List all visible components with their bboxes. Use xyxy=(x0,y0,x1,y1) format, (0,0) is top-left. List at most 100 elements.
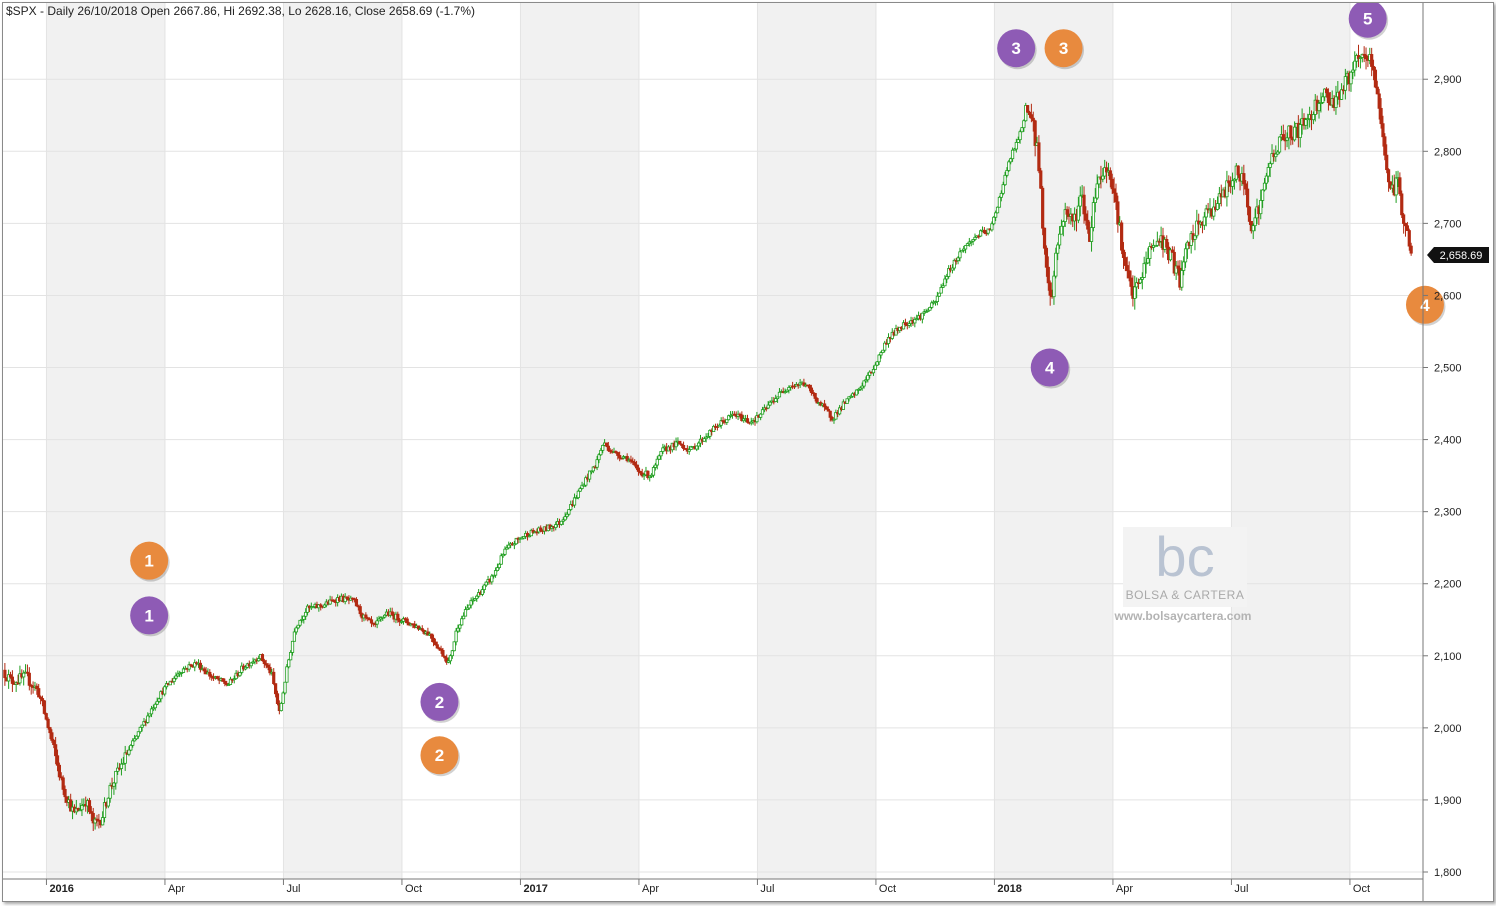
candle-body xyxy=(999,192,1003,198)
candle-body xyxy=(636,467,641,472)
candle-body xyxy=(661,447,665,452)
candle-body xyxy=(1112,188,1116,194)
wave-circle xyxy=(997,29,1036,68)
candle-body xyxy=(251,661,255,664)
candle-body xyxy=(358,606,362,615)
candle-body xyxy=(176,673,180,677)
wave-number: 1 xyxy=(144,552,153,571)
candle-body xyxy=(785,389,789,392)
wave-label-orange-4: 4 xyxy=(1405,285,1446,326)
candle-body xyxy=(1078,195,1082,207)
candle-body xyxy=(398,619,402,623)
candle-body xyxy=(943,278,947,287)
candle-body xyxy=(881,349,885,353)
candle-body xyxy=(69,799,73,812)
candle-body xyxy=(633,461,637,466)
candle-body xyxy=(992,216,996,225)
wave-number: 4 xyxy=(1420,296,1430,315)
candle-body xyxy=(243,666,248,670)
candle-body xyxy=(121,762,125,765)
candle-body xyxy=(298,619,302,626)
candle-body xyxy=(1046,266,1050,284)
candle-body xyxy=(589,470,594,473)
candle-body xyxy=(123,752,127,764)
candle-body xyxy=(1351,69,1355,73)
candle-body xyxy=(1082,194,1086,215)
candle-body xyxy=(463,609,468,617)
candle-body xyxy=(1014,142,1018,150)
candle-body xyxy=(945,276,949,280)
candle-body xyxy=(27,672,31,686)
candle-body xyxy=(883,342,887,351)
candle-body xyxy=(1339,89,1344,100)
candle-body xyxy=(281,692,285,704)
candle-body xyxy=(725,419,729,423)
candle-body xyxy=(522,536,526,539)
candle-body xyxy=(582,484,586,487)
candle-body xyxy=(180,672,184,674)
candle-body xyxy=(433,641,438,646)
candle-body xyxy=(101,817,105,826)
candle-body xyxy=(1012,148,1017,151)
candle-body xyxy=(40,698,45,702)
candle-body xyxy=(678,440,682,445)
candle-body xyxy=(292,631,297,642)
x-tick-label: Apr xyxy=(1116,883,1133,895)
x-tick-label: Jul xyxy=(1234,883,1248,895)
x-tick-label: Oct xyxy=(1353,883,1370,895)
candle-body xyxy=(225,683,229,686)
candle-body xyxy=(864,379,868,382)
candle-body xyxy=(116,767,120,772)
candle-body xyxy=(903,322,908,325)
candle-body xyxy=(1402,214,1406,224)
candle-body xyxy=(1182,261,1186,271)
wave-label-purple-3: 3 xyxy=(997,29,1037,70)
candle-body xyxy=(495,567,500,571)
candle-body xyxy=(149,708,154,715)
y-tick-label: 2,300 xyxy=(1434,507,1462,519)
candle-body xyxy=(1108,170,1112,180)
candle-body xyxy=(1059,225,1064,235)
candle-body xyxy=(163,686,167,695)
wave-circle xyxy=(420,682,459,721)
y-tick-label: 2,800 xyxy=(1434,146,1462,158)
candle-body xyxy=(604,442,609,447)
candle-body xyxy=(1057,233,1062,246)
candle-body xyxy=(78,809,82,812)
candles xyxy=(3,44,1413,832)
candle-body xyxy=(531,529,535,533)
candle-body xyxy=(619,457,624,460)
candle-body xyxy=(933,301,938,303)
wave-circle xyxy=(130,541,169,580)
candle-body xyxy=(986,228,990,234)
x-tick-label: 2018 xyxy=(997,883,1021,895)
wave-label-orange-3: 3 xyxy=(1044,29,1085,70)
candle-body xyxy=(1039,170,1043,189)
candle-body xyxy=(858,387,862,390)
candle-body xyxy=(37,688,41,698)
candle-body xyxy=(131,740,135,746)
wave-number: 5 xyxy=(1363,10,1372,29)
candle-body xyxy=(354,599,359,607)
candle-body xyxy=(208,671,212,677)
wave-number: 3 xyxy=(1059,39,1068,58)
candle-body xyxy=(1304,119,1308,126)
x-tick-label: Jul xyxy=(760,883,774,895)
candle-body xyxy=(1298,124,1302,138)
candle-body xyxy=(1001,184,1005,194)
candle-body xyxy=(473,598,477,601)
candle-body xyxy=(659,451,663,457)
candle-body xyxy=(475,595,479,599)
candle-body xyxy=(958,251,962,259)
candle-body xyxy=(1270,153,1274,165)
candle-body xyxy=(140,724,144,728)
candle-body xyxy=(127,749,131,755)
candle-body xyxy=(480,589,485,595)
candle-body xyxy=(995,206,1000,214)
y-tick-label: 2,100 xyxy=(1434,651,1462,663)
candle-body xyxy=(727,415,731,421)
candle-body xyxy=(717,424,721,428)
candle-body xyxy=(1010,149,1015,160)
candle-body xyxy=(1394,177,1398,196)
candle-body xyxy=(1031,117,1035,122)
